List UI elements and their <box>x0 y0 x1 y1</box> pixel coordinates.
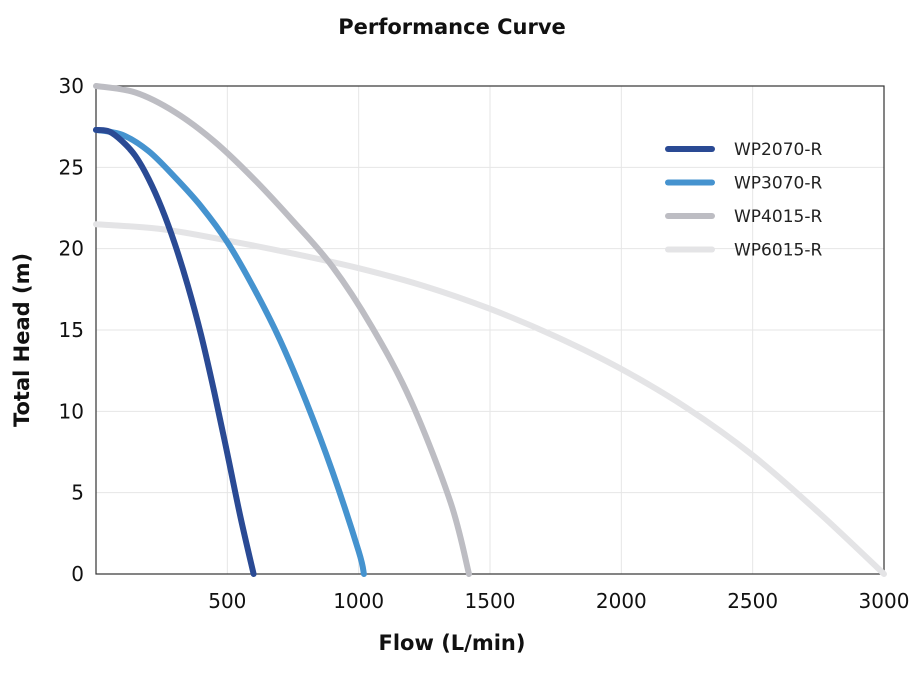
chart-title: Performance Curve <box>338 15 566 39</box>
legend-label-wp2070-r: WP2070-R <box>734 140 822 160</box>
x-tick-label: 1500 <box>465 589 516 613</box>
y-tick-label: 15 <box>59 318 84 342</box>
x-tick-label: 2500 <box>727 589 778 613</box>
series-line-wp4015-r <box>93 83 472 577</box>
x-axis-ticks: 500 1000 1500 2000 2500 3000 <box>208 589 909 613</box>
y-tick-label: 25 <box>59 155 84 179</box>
x-tick-label: 1000 <box>333 589 384 613</box>
y-tick-label: 20 <box>59 237 84 261</box>
y-tick-label: 0 <box>71 562 84 586</box>
y-tick-label: 5 <box>71 481 84 505</box>
series-line-wp2070-r <box>93 126 257 577</box>
plot-area-frame <box>95 85 885 575</box>
legend-label-wp4015-r: WP4015-R <box>734 207 822 227</box>
legend: WP2070-R WP3070-R WP4015-R WP6015-R <box>665 140 822 261</box>
series-layer <box>93 83 887 577</box>
x-tick-label: 500 <box>208 589 246 613</box>
x-tick-label: 2000 <box>596 589 647 613</box>
y-tick-label: 30 <box>59 74 84 98</box>
y-axis-title: Total Head (m) <box>10 253 34 427</box>
grid-layer <box>96 86 884 574</box>
series-line-wp3070-r <box>93 126 367 577</box>
y-tick-label: 10 <box>59 399 84 423</box>
legend-label-wp3070-r: WP3070-R <box>734 174 822 194</box>
legend-label-wp6015-r: WP6015-R <box>734 241 822 261</box>
y-axis-ticks: 0 5 10 15 20 25 30 <box>59 74 84 586</box>
x-tick-label: 3000 <box>859 589 910 613</box>
x-axis-title: Flow (L/min) <box>379 631 526 655</box>
